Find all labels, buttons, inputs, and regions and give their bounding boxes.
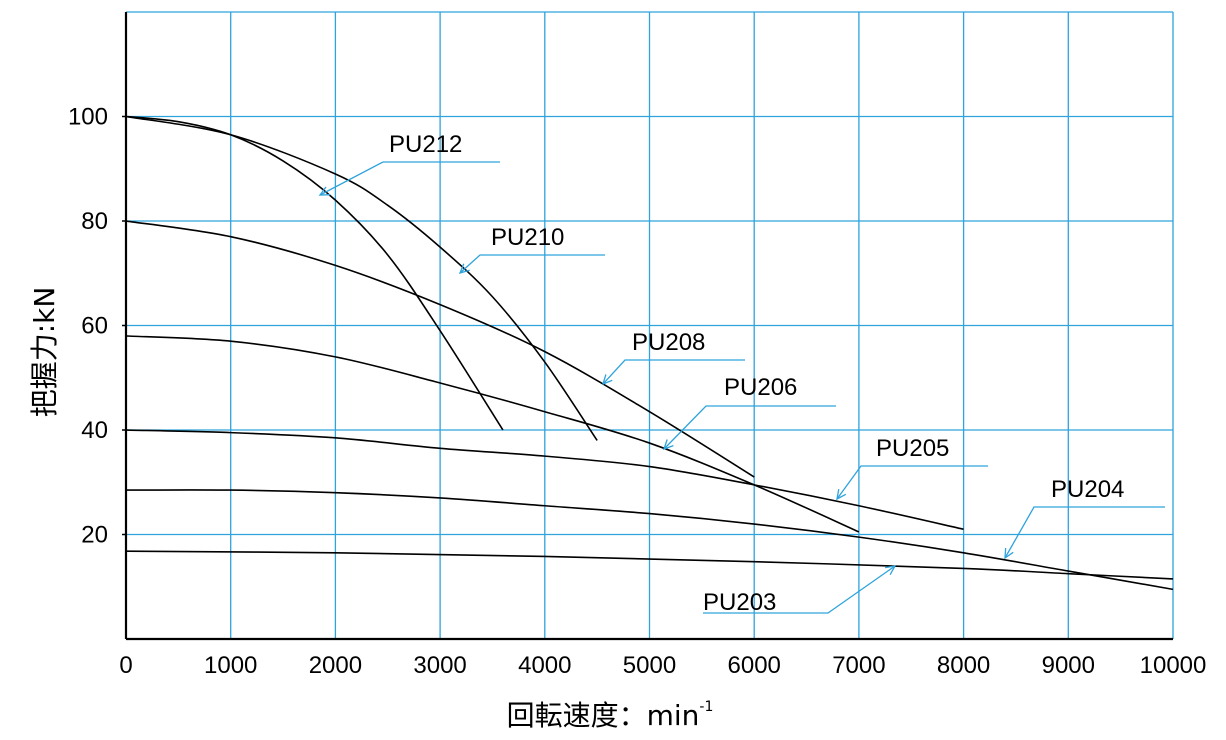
x-tick-label-1000: 1000: [204, 652, 257, 679]
leader-line-pu210: [459, 254, 605, 274]
x-tick-labels: 0 1000 2000 3000 4000 5000 6000 7000 8000 9000 100…: [119, 652, 1206, 679]
leader-arrow-pu206: [662, 439, 674, 451]
series-label-pu208: PU208: [632, 329, 705, 356]
leader-line-pu212: [319, 161, 500, 196]
leader-arrow-pu204: [1004, 547, 1014, 560]
leader-line-pu205: [836, 465, 988, 500]
leader-arrow-pu208: [601, 374, 613, 386]
leader-line-pu204: [1004, 506, 1165, 559]
x-axis-title-superscript: -1: [699, 699, 713, 715]
curves: [125, 115, 1174, 591]
leader-arrow-pu203: [885, 565, 897, 576]
series-line-pu208: [125, 220, 755, 478]
x-tick-label-4000: 4000: [518, 652, 571, 679]
leader-line-pu203: [703, 565, 896, 614]
x-axis-title-text: 回転速度：min: [507, 699, 700, 732]
grid: [126, 11, 1174, 639]
leader-line-pu206: [663, 405, 836, 450]
leader-arrow-pu210: [458, 263, 470, 274]
x-tick-label-6000: 6000: [728, 652, 781, 679]
y-tick-label-80: 80: [81, 208, 108, 235]
x-tick-label-2000: 2000: [309, 652, 362, 679]
series-label-pu206: PU206: [724, 374, 797, 401]
y-axis-title: 把握力:kN: [28, 287, 61, 418]
leader-line-pu208: [602, 359, 745, 385]
x-tick-label-9000: 9000: [1042, 652, 1095, 679]
y-tick-label-100: 100: [68, 104, 108, 131]
series-label-pu205: PU205: [876, 435, 949, 462]
leader-arrow-pu205: [836, 489, 847, 501]
series-line-pu203: [125, 550, 1174, 580]
x-tick-label-7000: 7000: [832, 652, 885, 679]
series-label-pu212: PU212: [389, 131, 462, 158]
series-line-pu204: [125, 489, 1174, 591]
x-tick-label-8000: 8000: [937, 652, 990, 679]
y-tick-labels: 20 40 60 80 100: [68, 104, 108, 549]
series-leaders: [318, 161, 1165, 614]
x-tick-label-10000: 10000: [1140, 652, 1207, 679]
series-label-pu203: PU203: [703, 589, 776, 616]
y-tick-label-20: 20: [81, 522, 108, 549]
series-label-pu210: PU210: [491, 224, 564, 251]
series-line-pu210: [125, 115, 598, 441]
series-line-pu212: [125, 115, 504, 431]
leader-arrow-pu212: [318, 186, 331, 196]
x-tick-label-5000: 5000: [623, 652, 676, 679]
series-line-pu206: [125, 335, 860, 533]
x-axis-title: 回転速度：min-1: [507, 699, 714, 732]
x-tick-label-3000: 3000: [413, 652, 466, 679]
x-tick-label-0: 0: [119, 652, 132, 679]
series-label-pu204: PU204: [1051, 476, 1124, 503]
series-line-pu205: [125, 429, 964, 531]
y-tick-label-40: 40: [81, 417, 108, 444]
series-labels: PU212 PU210 PU208 PU206 PU205 PU204 PU203: [389, 131, 1124, 616]
y-tick-label-60: 60: [81, 313, 108, 340]
